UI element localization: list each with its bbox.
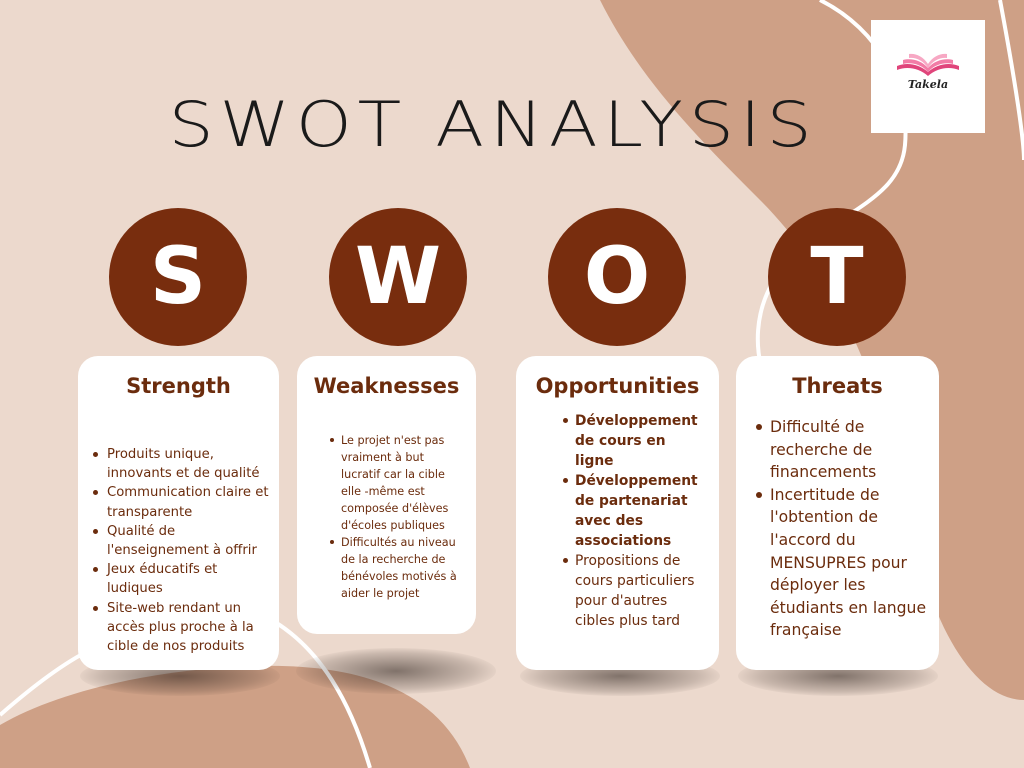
threat-title: Threats bbox=[792, 374, 883, 398]
threat-card: Threats Difficulté de recherche de finan… bbox=[736, 356, 939, 670]
logo-text: Takela bbox=[907, 78, 949, 91]
weakness-letter-circle: W bbox=[329, 208, 467, 346]
strength-letter-circle: S bbox=[109, 208, 247, 346]
weakness-card: Weaknesses Le projet n'est pas vraiment … bbox=[297, 356, 476, 634]
list-item: Qualité de l'enseignement à offrir bbox=[93, 522, 275, 560]
list-item: Le projet n'est pas vraiment à but lucra… bbox=[330, 432, 459, 534]
opportunity-card: Opportunities Développement de cours en … bbox=[516, 356, 719, 670]
list-item: Difficultés au niveau de la recherche de… bbox=[330, 534, 459, 602]
list-item: Produits unique, innovants et de qualité bbox=[93, 445, 275, 483]
opportunity-letter-circle: O bbox=[548, 208, 686, 346]
list-item: Difficulté de recherche de financements bbox=[756, 416, 930, 484]
logo: Takela bbox=[871, 20, 985, 133]
book-logo-icon bbox=[897, 53, 959, 76]
opportunity-list: Développement de cours en ligne Développ… bbox=[563, 411, 703, 631]
list-item: Développement de cours en ligne bbox=[563, 411, 703, 471]
weakness-list: Le projet n'est pas vraiment à but lucra… bbox=[330, 432, 459, 602]
list-item: Site-web rendant un accès plus proche à … bbox=[93, 599, 275, 657]
threat-list: Difficulté de recherche de financements … bbox=[756, 416, 930, 642]
page-title: SWOT ANALYSIS bbox=[168, 88, 818, 161]
list-item: Développement de partenariat avec des as… bbox=[563, 471, 703, 551]
list-item: Propositions de cours particuliers pour … bbox=[563, 551, 703, 631]
list-item: Jeux éducatifs et ludiques bbox=[93, 560, 275, 598]
opportunity-title: Opportunities bbox=[535, 374, 700, 398]
strength-card: Strength Produits unique, innovants et d… bbox=[78, 356, 279, 670]
strength-list: Produits unique, innovants et de qualité… bbox=[93, 445, 275, 657]
weakness-title: Weaknesses bbox=[313, 374, 460, 398]
list-item: Communication claire et transparente bbox=[93, 483, 275, 521]
strength-title: Strength bbox=[126, 374, 231, 398]
weakness-card-shadow bbox=[296, 648, 496, 694]
list-item: Incertitude de l'obtention de l'accord d… bbox=[756, 484, 930, 642]
threat-letter-circle: T bbox=[768, 208, 906, 346]
